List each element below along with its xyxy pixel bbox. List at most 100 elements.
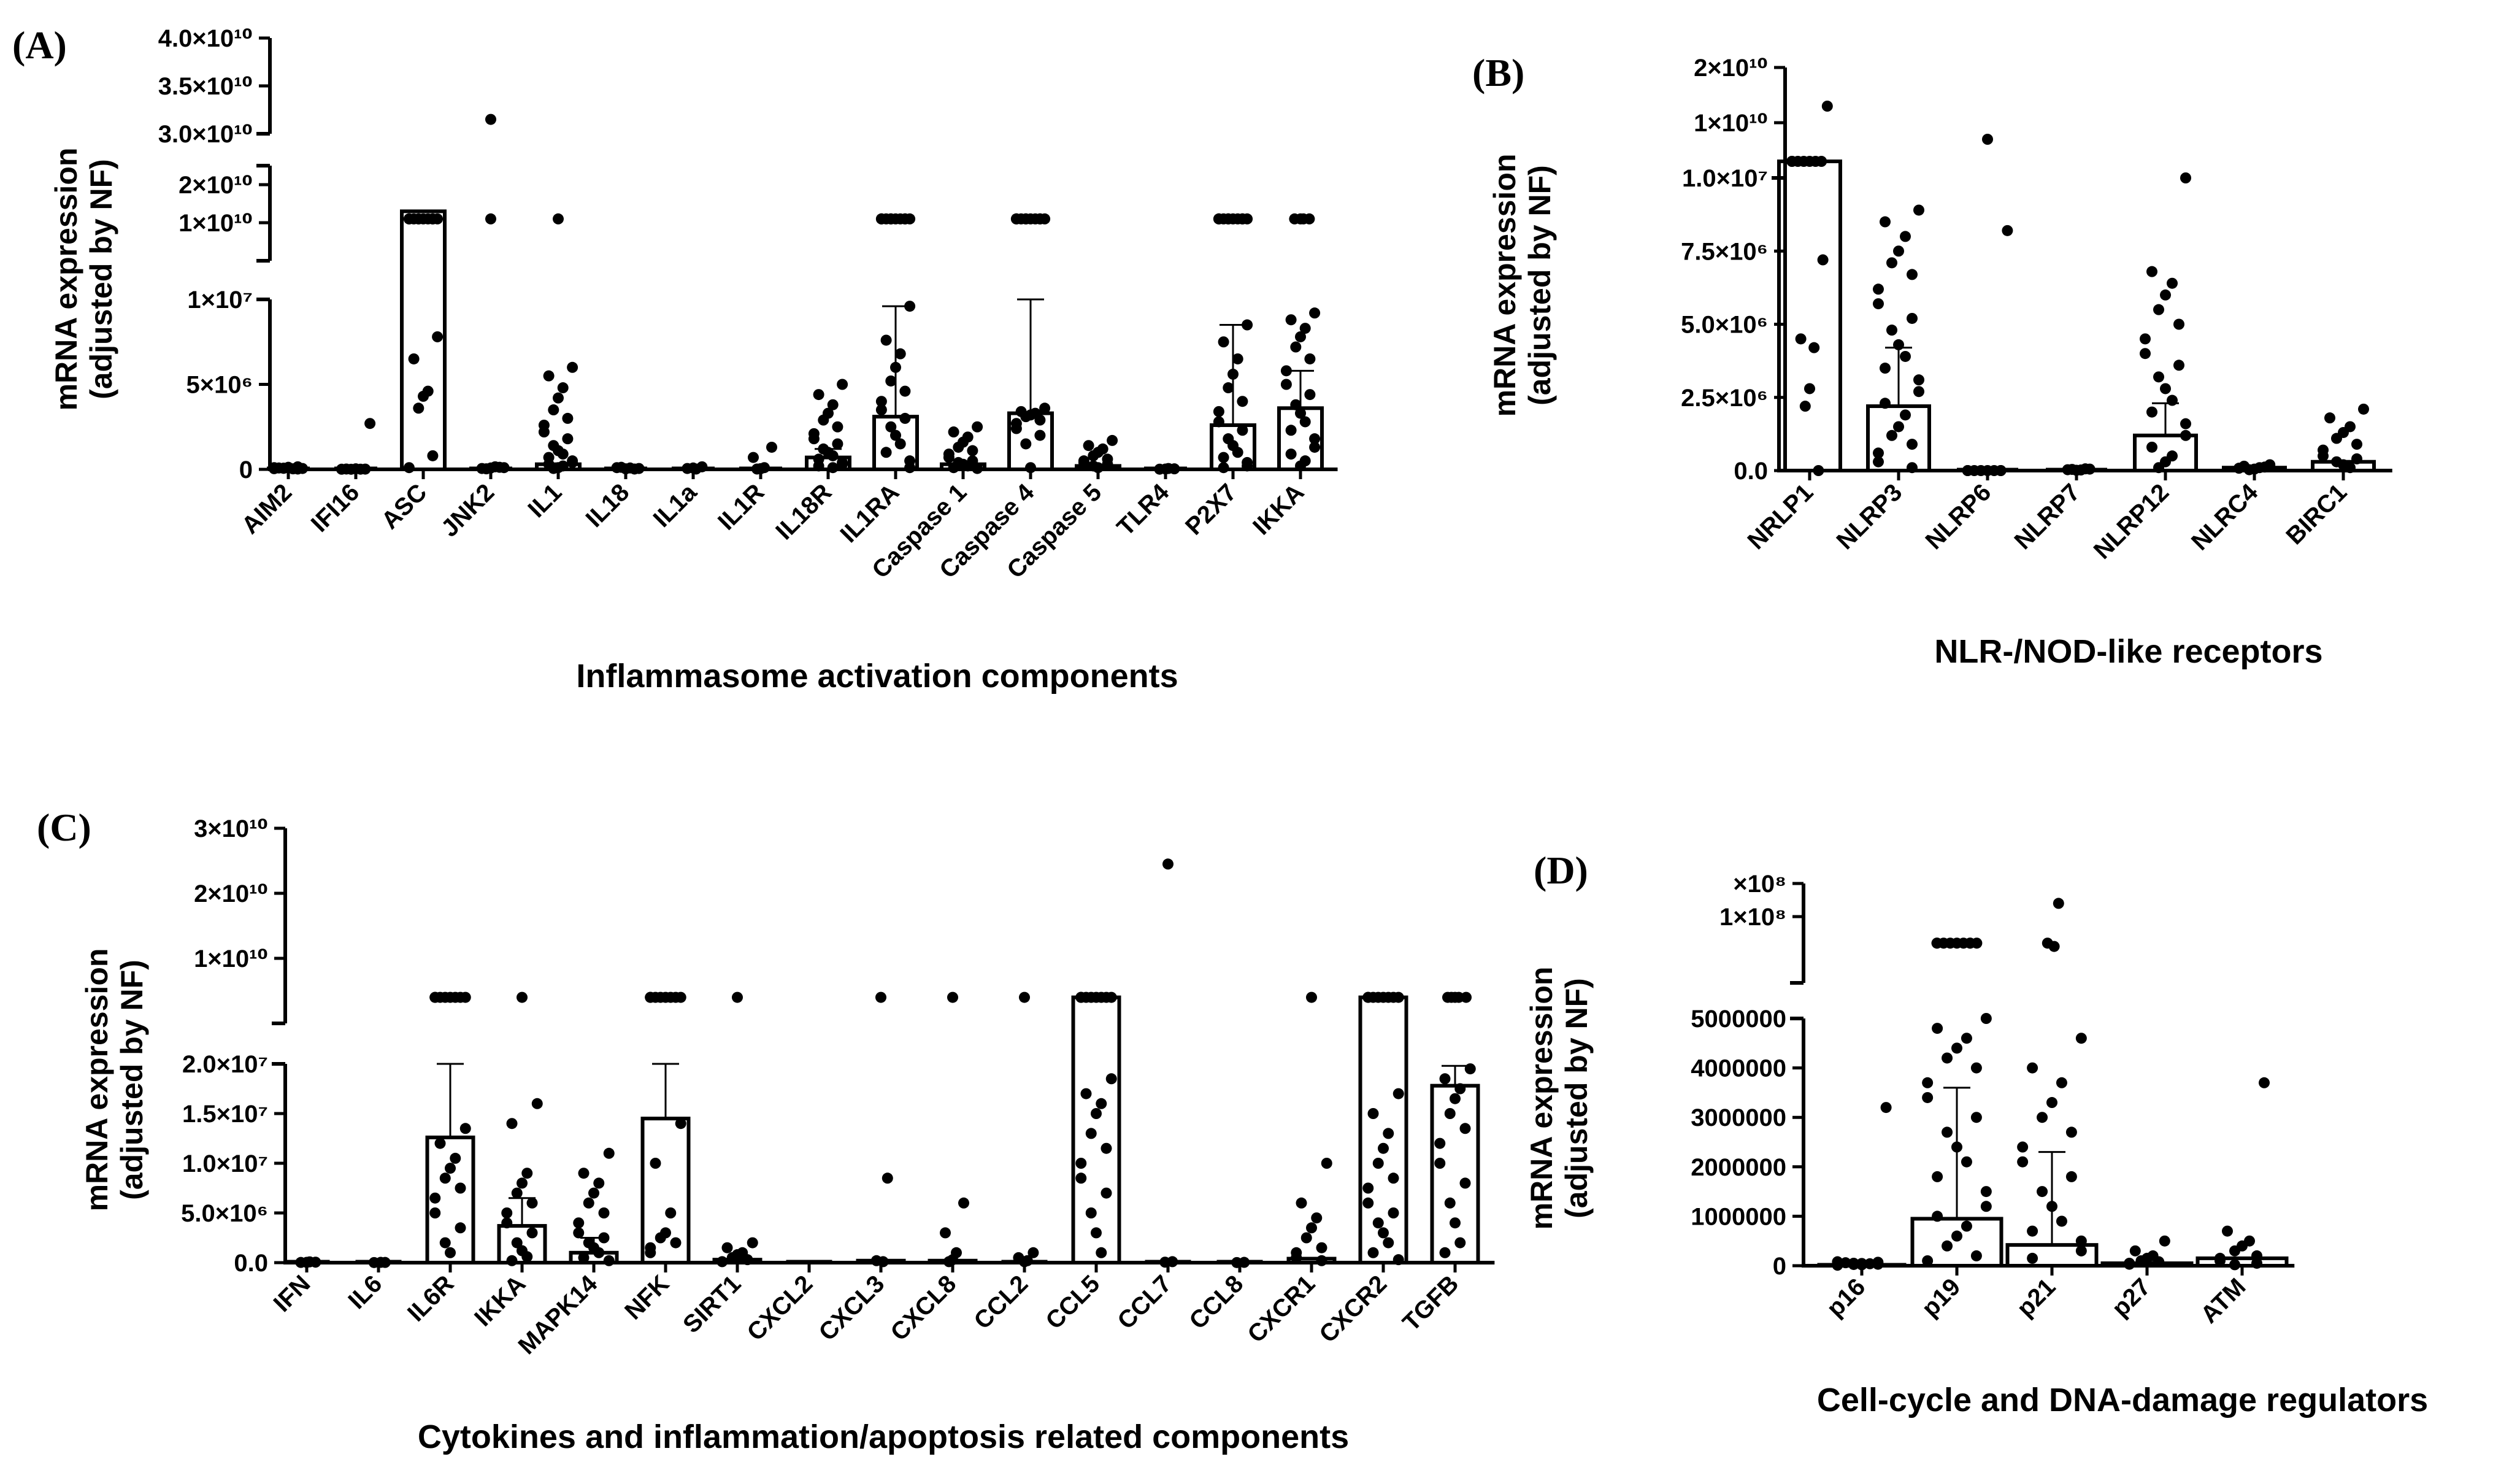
data-point <box>603 1255 615 1266</box>
data-point <box>1931 937 1943 949</box>
data-point <box>2065 1171 2077 1182</box>
data-point <box>2229 1245 2240 1257</box>
data-point <box>748 452 759 463</box>
data-point <box>1378 1227 1389 1239</box>
data-point <box>2075 1033 2087 1044</box>
data-point <box>2324 412 2335 424</box>
data-point <box>429 991 441 1003</box>
data-point <box>1378 1142 1389 1154</box>
data-point <box>1105 1073 1117 1085</box>
y-tick-label: 5000000 <box>1691 1006 1786 1033</box>
data-point <box>2180 429 2191 441</box>
data-point <box>2318 450 2329 462</box>
data-point <box>1213 416 1224 428</box>
y-tick-label: 1×10⁷ <box>187 287 253 314</box>
data-point <box>2167 277 2178 289</box>
data-point <box>1019 991 1030 1003</box>
data-point <box>890 361 901 373</box>
data-point <box>2160 383 2171 395</box>
data-point <box>2222 1225 2233 1237</box>
data-point <box>742 1254 753 1266</box>
data-point <box>1296 1197 1307 1209</box>
data-point <box>501 1207 513 1218</box>
y-tick-label: 1.0×10⁷ <box>1682 165 1768 192</box>
data-point <box>967 445 978 456</box>
data-point <box>521 1168 533 1179</box>
data-point <box>1444 1108 1456 1119</box>
data-point <box>1880 1102 1892 1114</box>
data-point <box>1444 1197 1456 1209</box>
data-point <box>1101 991 1112 1003</box>
data-point <box>904 301 916 312</box>
data-point <box>2180 418 2191 429</box>
data-point <box>603 1147 615 1159</box>
data-point <box>1232 353 1243 364</box>
data-point <box>1439 1247 1451 1258</box>
data-point <box>751 463 763 475</box>
y-tick-label: 0 <box>239 456 253 483</box>
category-label: TGFB <box>1397 1270 1464 1336</box>
data-point <box>1020 411 1032 423</box>
category-label: CCL2 <box>969 1270 1033 1334</box>
data-point <box>899 213 911 225</box>
data-point <box>2259 1077 2270 1088</box>
data-point <box>827 462 839 474</box>
data-point <box>1454 1237 1466 1249</box>
data-point <box>1291 1252 1302 1263</box>
data-point <box>1450 1217 1461 1229</box>
data-point <box>1961 1220 1972 1232</box>
panel-d-marks <box>1817 898 2289 1271</box>
data-point <box>2153 462 2164 474</box>
data-point <box>962 460 974 472</box>
data-point <box>2027 1252 2038 1264</box>
y-tick-label: 4.0×10¹⁰ <box>158 25 253 52</box>
data-point <box>688 462 699 474</box>
data-point <box>2160 289 2171 301</box>
data-point <box>1880 363 1891 374</box>
data-point <box>1107 434 1118 446</box>
category-label: BIRC1 <box>2281 479 2352 550</box>
data-point <box>2345 462 2356 474</box>
data-point <box>1942 1052 1953 1064</box>
data-point <box>2066 464 2078 475</box>
data-point <box>598 1232 610 1244</box>
data-point <box>1975 465 1987 476</box>
panel-b-xlabel: NLR-/NOD-like receptors <box>1934 633 2322 670</box>
data-point <box>501 1217 513 1229</box>
data-point <box>894 438 906 450</box>
data-point <box>1786 156 1798 167</box>
category-label: IL6 <box>343 1270 387 1314</box>
category-label: NLRP7 <box>2010 479 2086 555</box>
data-point <box>418 390 429 402</box>
data-point <box>485 213 496 225</box>
data-point <box>1213 213 1224 225</box>
data-point <box>359 463 371 475</box>
data-point <box>1218 452 1229 463</box>
data-point <box>413 402 424 414</box>
data-point <box>1285 448 1297 460</box>
data-point <box>1096 1247 1107 1258</box>
data-point <box>511 1237 523 1249</box>
panel-b: (B) mRNA expression (adjusted by NF) NLR… <box>1472 51 2392 670</box>
data-point <box>455 1182 466 1194</box>
data-point <box>1922 1077 1934 1088</box>
category-label: CXCL8 <box>886 1270 962 1346</box>
data-point <box>1080 1088 1092 1099</box>
y-tick-label: 2×10¹⁰ <box>179 172 253 199</box>
category-label: IL1a <box>648 479 702 533</box>
data-point <box>882 1172 893 1184</box>
data-point <box>1832 1260 1843 1271</box>
data-point <box>948 462 959 474</box>
data-point <box>506 1255 518 1266</box>
data-point <box>2046 1097 2057 1109</box>
data-point <box>726 1252 738 1263</box>
data-point <box>439 1172 451 1184</box>
y-tick-label: 1×10¹⁰ <box>194 945 268 972</box>
data-point <box>1964 937 1976 949</box>
data-point <box>2146 266 2157 277</box>
data-point <box>877 1256 889 1268</box>
data-point <box>1434 1137 1446 1149</box>
data-point <box>2017 1156 2029 1168</box>
data-point <box>1304 353 1316 364</box>
data-point <box>2037 1186 2048 1198</box>
